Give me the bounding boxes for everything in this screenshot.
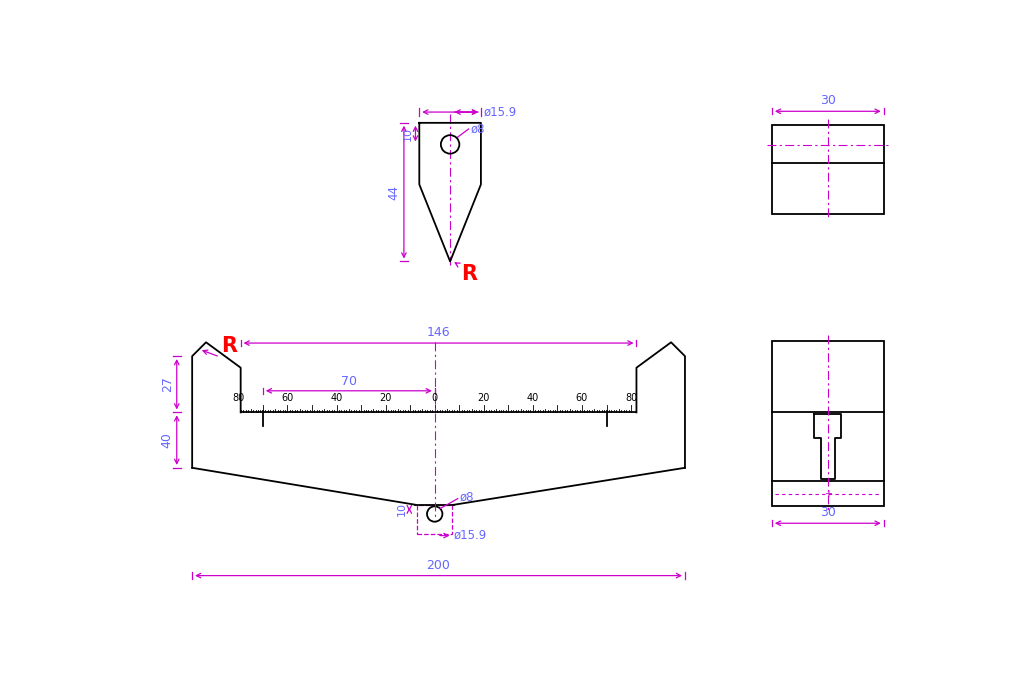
Text: 80: 80 xyxy=(625,393,637,403)
Text: 44: 44 xyxy=(388,185,400,199)
Text: R: R xyxy=(461,264,477,284)
Text: ø15.9: ø15.9 xyxy=(454,529,487,542)
Bar xyxy=(772,341,884,506)
Text: 40: 40 xyxy=(161,432,174,448)
Text: 80: 80 xyxy=(232,393,245,403)
Text: 60: 60 xyxy=(575,393,588,403)
Text: +: + xyxy=(823,489,831,499)
Text: 70: 70 xyxy=(341,375,356,388)
Text: ø8: ø8 xyxy=(470,123,484,135)
Text: 27: 27 xyxy=(161,376,174,392)
Text: 10: 10 xyxy=(397,502,407,516)
Bar xyxy=(772,125,884,214)
Text: 60: 60 xyxy=(282,393,294,403)
Text: 146: 146 xyxy=(427,326,451,339)
Bar xyxy=(417,505,453,534)
Text: 30: 30 xyxy=(820,506,836,520)
Text: 0: 0 xyxy=(432,393,438,403)
Text: 20: 20 xyxy=(380,393,392,403)
Text: 40: 40 xyxy=(526,393,539,403)
Text: R: R xyxy=(221,336,238,356)
Text: 30: 30 xyxy=(820,95,836,108)
Text: 20: 20 xyxy=(477,393,490,403)
Text: ø8: ø8 xyxy=(460,491,474,504)
Text: 10: 10 xyxy=(403,127,413,141)
Text: 40: 40 xyxy=(331,393,343,403)
Text: 200: 200 xyxy=(427,559,451,572)
Text: ø15.9: ø15.9 xyxy=(484,106,517,119)
